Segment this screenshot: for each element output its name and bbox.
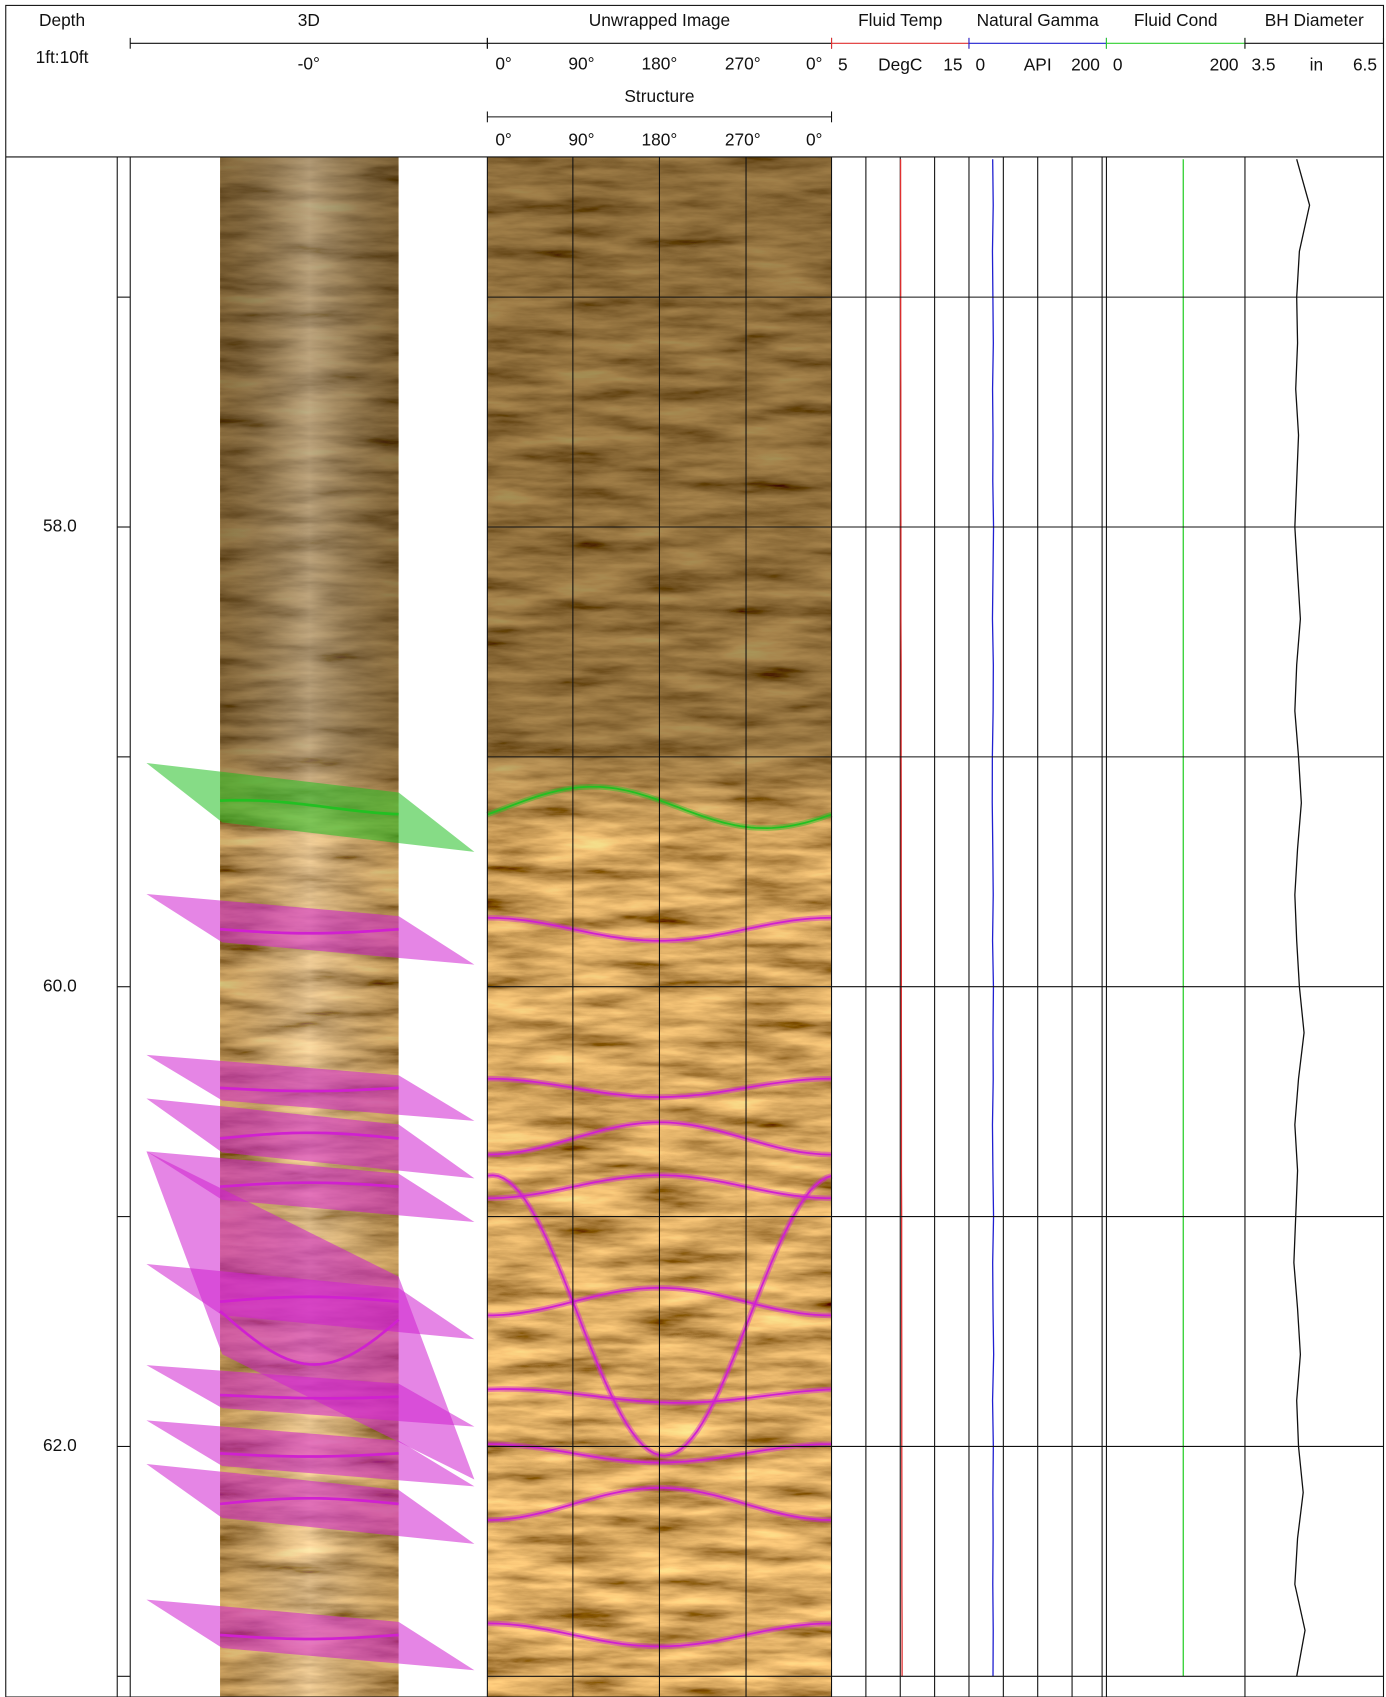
track-title: 3D — [298, 10, 320, 30]
azimuth-label: 90° — [568, 129, 594, 149]
track-title: Structure — [624, 86, 694, 106]
azimuth-label: 0° — [806, 129, 823, 149]
track-title: BH Diameter — [1265, 10, 1364, 30]
azimuth-label: 180° — [642, 129, 678, 149]
scale-min: 3.5 — [1251, 55, 1275, 75]
depth-scale: 1ft:10ft — [36, 47, 89, 67]
scale-max: 200 — [1210, 55, 1239, 75]
depth-label: 62.0 — [43, 1435, 77, 1455]
depth-label: 60.0 — [43, 975, 77, 995]
azimuth-label: 180° — [642, 54, 678, 74]
azimuth-label: 270° — [725, 129, 761, 149]
azimuth-label: 90° — [568, 54, 594, 74]
depth-title: Depth — [39, 10, 85, 30]
track-title: Unwrapped Image — [589, 10, 730, 30]
depth-label: 58.0 — [43, 516, 77, 536]
scale-min: 5 — [838, 55, 848, 75]
scale-unit: DegC — [878, 55, 922, 75]
track-title: Fluid Temp — [858, 10, 942, 30]
scale-max: 200 — [1071, 55, 1100, 75]
azimuth-label: 270° — [725, 54, 761, 74]
azimuth-label: 0° — [495, 54, 512, 74]
well-log: Depth 1ft:10ft 3D -0° Unwrapped Image Structu… — [0, 0, 1386, 1697]
azimuth-label: 0° — [806, 54, 823, 74]
scale-min: 0 — [975, 55, 985, 75]
track-title: Fluid Cond — [1134, 10, 1218, 30]
scale-max: 15 — [943, 55, 962, 75]
view-angle: -0° — [298, 54, 320, 74]
scale-max: 6.5 — [1353, 55, 1377, 75]
scale-unit: API — [1024, 55, 1052, 75]
scale-min: 0 — [1113, 55, 1123, 75]
scale-unit: in — [1310, 55, 1323, 75]
track-title: Natural Gamma — [977, 10, 1099, 30]
azimuth-label: 0° — [495, 129, 512, 149]
